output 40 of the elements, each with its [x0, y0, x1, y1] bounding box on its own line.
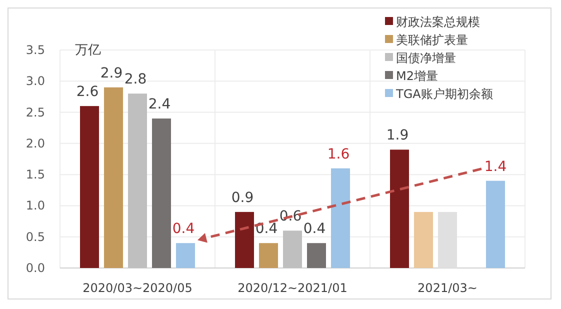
- legend-label: 财政法案总规模: [396, 15, 480, 29]
- bar: [235, 212, 254, 268]
- y-axis-title: 万亿: [75, 43, 101, 58]
- bar: [414, 212, 433, 268]
- y-tick-label: 3.5: [26, 43, 45, 57]
- data-label: 0.4: [172, 221, 195, 238]
- legend-label: M2增量: [396, 69, 438, 83]
- y-tick-label: 1.5: [26, 168, 45, 182]
- x-tick-label: 2020/12~2021/01: [238, 281, 348, 295]
- y-tick-label: 2.5: [26, 105, 45, 120]
- legend-label: TGA账户期初余额: [395, 87, 493, 101]
- bar: [259, 243, 278, 268]
- y-tick-label: 1.0: [26, 198, 45, 213]
- bar: [104, 87, 123, 268]
- bar: [176, 243, 195, 268]
- bar: [486, 180, 505, 268]
- data-label: 2.4: [148, 96, 171, 113]
- legend-label: 国债净增量: [396, 51, 456, 65]
- bar: [128, 94, 147, 268]
- bar: [331, 168, 350, 268]
- data-label: 1.6: [327, 146, 350, 162]
- legend-label: 美联储扩表量: [396, 33, 468, 47]
- bar: [390, 150, 409, 268]
- bar: [152, 118, 171, 268]
- data-label: 0.4: [303, 221, 326, 238]
- data-label: 2.8: [124, 72, 147, 88]
- bar: [80, 106, 99, 268]
- data-label: 2.9: [100, 65, 123, 82]
- data-label: 1.9: [386, 128, 409, 144]
- data-label: 0.9: [231, 190, 254, 206]
- y-tick-label: 0.0: [26, 261, 45, 275]
- bar: [307, 243, 326, 268]
- y-tick-label: 0.5: [26, 230, 45, 244]
- bar: [283, 230, 302, 268]
- y-tick-label: 3.0: [26, 74, 45, 88]
- x-tick-label: 2021/03~: [418, 281, 478, 295]
- data-label: 2.6: [76, 84, 99, 100]
- data-label: 1.4: [484, 158, 507, 175]
- x-tick-label: 2020/03~2020/05: [82, 281, 192, 295]
- y-tick-label: 2.0: [26, 136, 45, 150]
